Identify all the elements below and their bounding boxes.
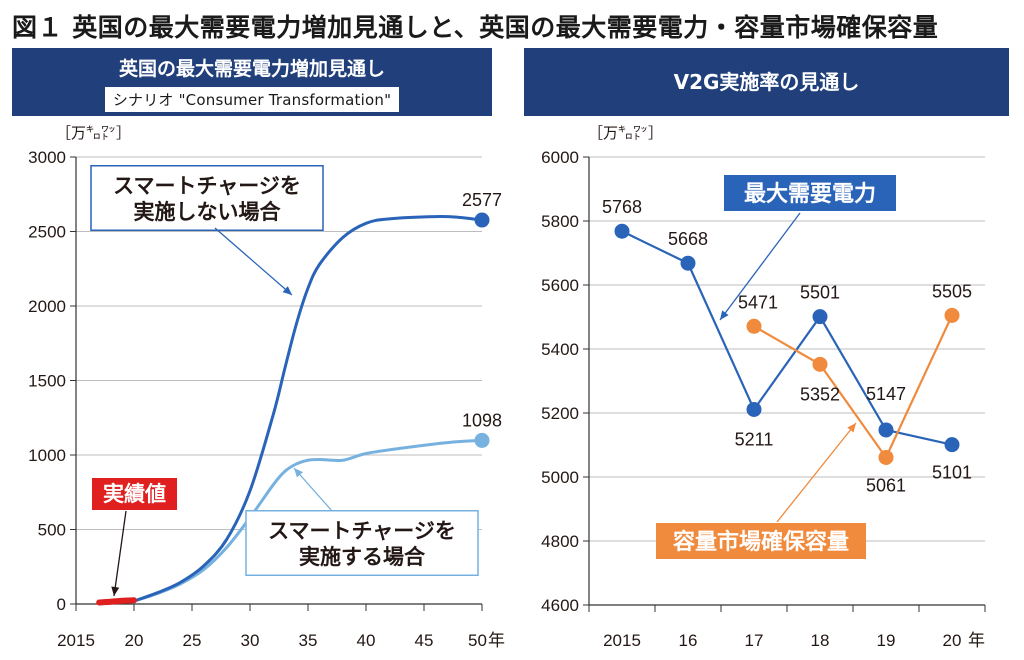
max-demand-data-label: 5668 [668,229,708,249]
right-y-tick-label: 5800 [541,212,579,231]
end-point-without-smart-charge [474,212,490,228]
right-y-tick-label: 5600 [541,276,579,295]
capacity-market-data-label: 5061 [866,475,906,495]
left-x-tick-label: 50 [468,631,487,650]
max-demand-data-label: 5211 [735,429,774,449]
max-demand-data-label: 5501 [800,283,840,303]
max-demand-data-label: 5101 [932,463,972,483]
max-demand-point [944,437,960,453]
max-demand-data-label: 5147 [866,384,906,404]
arrow-max-demand-head [720,310,729,320]
right-y-axis-label: ［万㌔㍗］ [588,125,663,142]
left-chart: 0 500 1000 1500 2000 2500 3000 ［万㌔㍗］ 2015 20 25 30 3… [28,125,505,650]
left-chart-title: 英国の最大需要電力増加見通し [118,58,385,80]
capacity-market-point [812,356,828,372]
callout-without-smart-charge-text-0: スマートチャージを [113,175,301,198]
left-y-tick-label: 500 [38,521,66,540]
arrow-actual-values [113,510,127,597]
callout-without-smart-charge-box [90,165,324,231]
left-x-tick-label: 20 [125,631,144,650]
figure-title: 図１ 英国の最大需要電力増加見通しと、英国の最大需要電力・容量市場確保容量 [12,13,939,42]
end-label-without-smart-charge: 2577 [462,190,502,210]
end-label-with-smart-charge: 1098 [462,410,502,430]
left-y-tick-label: 2000 [28,297,66,316]
left-y-tick-label: 0 [57,595,66,614]
left-x-tick-label: 35 [299,631,318,650]
callout-with-smart-charge-text-0: スマートチャージを [268,520,456,543]
line-without-smart-charge [133,215,483,603]
right-y-tick-label: 5200 [541,404,579,423]
right-x-unit: 年 [968,631,985,650]
right-chart: 46004800500052005400560058006000［万㌔㍗］201… [541,125,986,650]
capacity-market-point [878,449,894,465]
arrow-max-demand [719,212,801,321]
arrow-actual-values-head [111,586,120,596]
actual-values-line [96,597,137,606]
callout-max-demand-box [724,175,896,211]
right-x-tick-label: 16 [679,631,698,650]
capacity-market-line [753,314,953,460]
arrow-with-smart-charge-head [294,468,303,478]
left-x-tick-label: 45 [415,631,434,650]
callout-actual-values-text: 実績値 [103,482,166,506]
callout-capacity-market-box [656,523,866,559]
arrow-capacity-market-head [847,423,856,433]
callout-actual-values-box [92,478,177,510]
callout-without-smart-charge-text-1: 実施しない場合 [134,200,282,224]
right-x-tick-label: 2015 [603,631,641,650]
end-point-with-smart-charge [474,432,490,448]
line-with-smart-charge [133,438,483,603]
right-chart-title: V2G実施率の見通し [673,70,860,94]
right-x-tick-label: 17 [745,631,764,650]
left-chart-subtitle: シナリオ "Consumer Transformation" [104,87,400,112]
right-y-tick-label: 6000 [541,148,579,167]
max-demand-point [680,255,696,271]
arrow-without-smart-charge [214,227,293,296]
right-x-tick-label: 18 [811,631,830,650]
right-x-tick-label: 20 [943,631,962,650]
left-x-tick-label: 25 [183,631,202,650]
max-demand-data-label: 5768 [602,197,642,217]
max-demand-point [614,223,630,239]
right-y-tick-label: 4800 [541,532,579,551]
left-x-tick-label: 40 [357,631,376,650]
right-y-tick-label: 5000 [541,468,579,487]
callout-max-demand-text: 最大需要電力 [744,181,876,206]
left-chart-header: 英国の最大需要電力増加見通し シナリオ "Consumer Transforma… [12,48,492,116]
left-y-tick-label: 1000 [28,446,66,465]
capacity-market-point [746,318,762,334]
max-demand-point [746,401,762,417]
max-demand-point [812,309,828,325]
max-demand-point [878,422,894,438]
arrow-with-smart-charge [293,467,333,512]
capacity-market-data-label: 5471 [738,292,778,312]
right-chart-header: V2G実施率の見通し [524,48,1009,116]
right-x-tick-label: 19 [877,631,896,650]
callout-with-smart-charge-box [245,510,479,576]
left-y-tick-label: 3000 [28,148,66,167]
left-y-tick-label: 1500 [28,372,66,391]
arrow-without-smart-charge-head [282,286,292,295]
callout-with-smart-charge-text-1: 実施する場合 [299,545,426,569]
left-x-unit: 年 [488,631,505,650]
callout-capacity-market-text: 容量市場確保容量 [673,529,849,554]
right-y-tick-label: 4600 [541,596,579,615]
left-y-axis-label: ［万㌔㍗］ [56,125,131,142]
right-y-tick-label: 5400 [541,340,579,359]
arrow-capacity-market [776,422,857,523]
left-x-tick-label: 2015 [57,631,95,650]
capacity-market-data-label: 5505 [932,281,972,301]
capacity-market-data-label: 5352 [800,384,840,404]
capacity-market-point [944,307,960,323]
left-x-tick-label: 30 [241,631,260,650]
left-y-tick-label: 2500 [28,223,66,242]
